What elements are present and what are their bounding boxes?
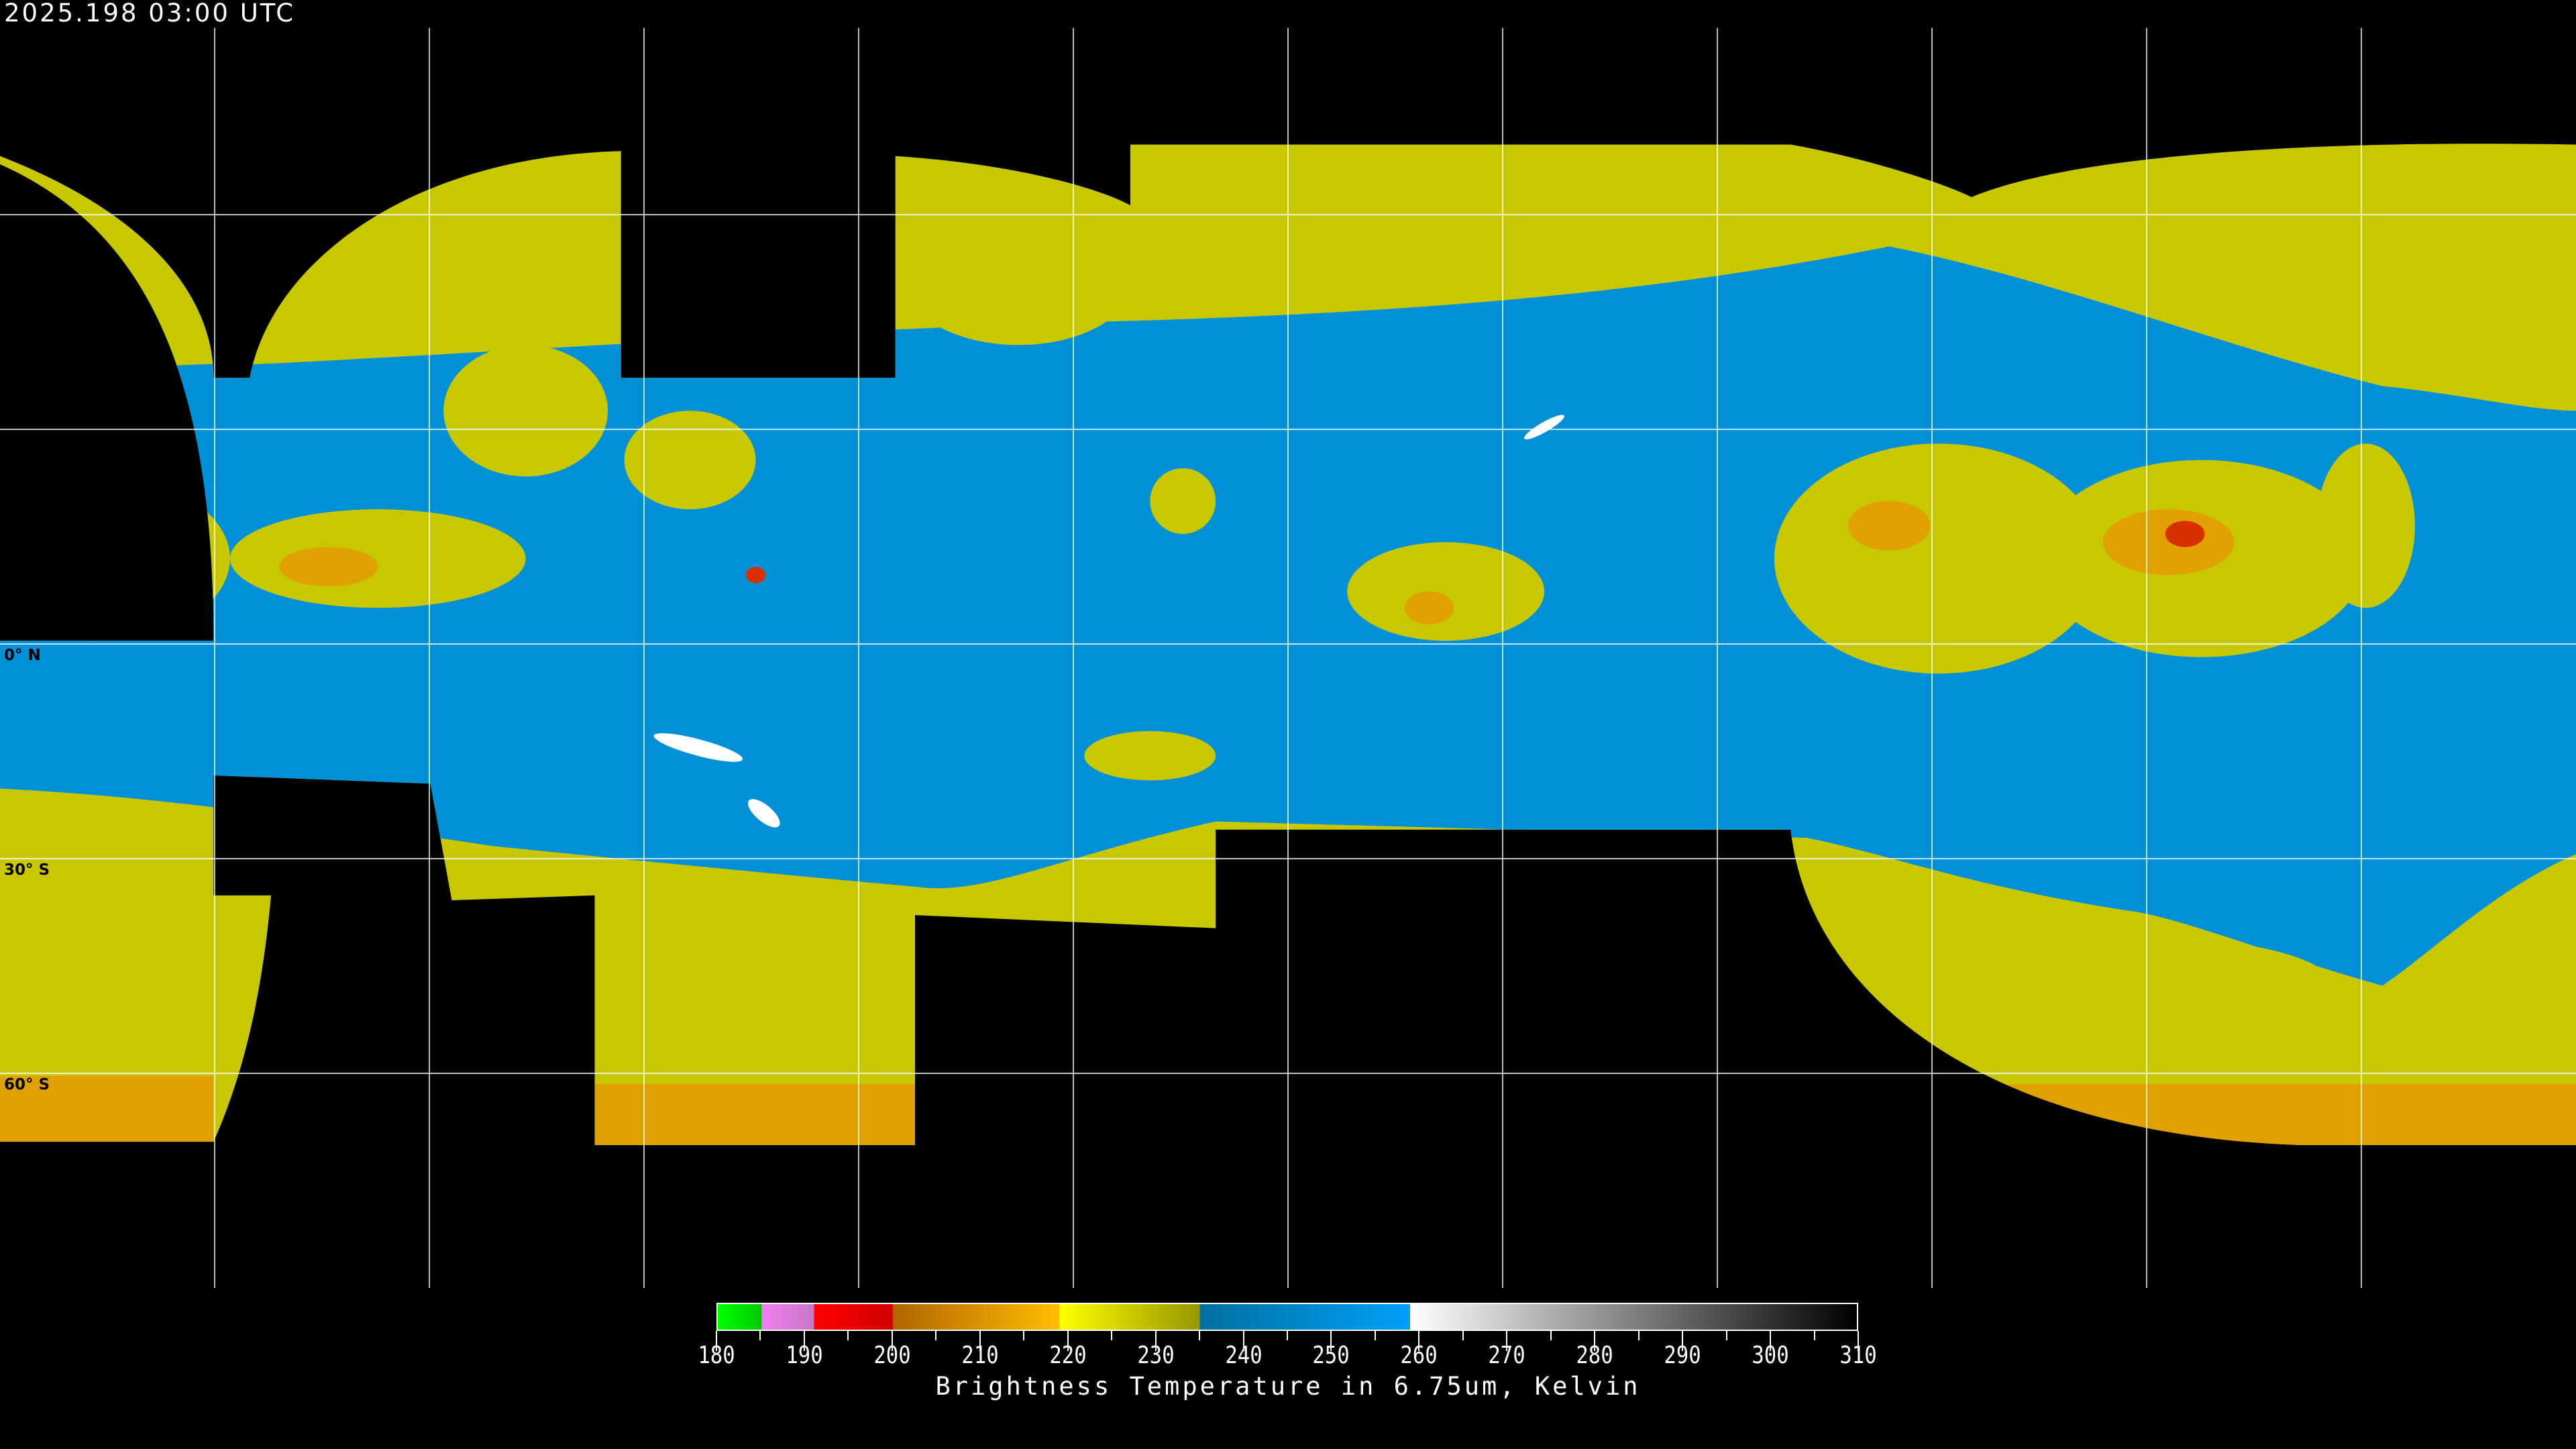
colorbar-tick — [716, 1331, 717, 1351]
colorbar-label: 240 — [1224, 1342, 1263, 1369]
colorbar-tick — [1199, 1331, 1201, 1340]
latitude-label: 0° N — [4, 647, 41, 664]
colorbar-tick — [1330, 1331, 1332, 1351]
colorbar-tick — [935, 1331, 937, 1340]
colorbar-tick — [1725, 1331, 1727, 1340]
colorbar-tick — [1682, 1331, 1684, 1351]
colorbar-label: 220 — [1049, 1342, 1087, 1369]
colorbar-tick — [1155, 1331, 1157, 1351]
graticule — [0, 28, 2576, 1288]
colorbar-tick — [847, 1331, 849, 1340]
colorbar-label: 310 — [1839, 1342, 1877, 1369]
colorbar-label: 190 — [786, 1342, 823, 1369]
colorbar-ticks — [716, 1331, 1859, 1351]
colorbar-tick — [1462, 1331, 1464, 1340]
colorbar-label: 260 — [1400, 1342, 1438, 1369]
colorbar-tick — [1242, 1331, 1244, 1351]
colorbar-tick — [1067, 1331, 1069, 1351]
colorbar-label: 280 — [1576, 1342, 1613, 1369]
colorbar-tick — [803, 1331, 805, 1351]
colorbar-tick — [1770, 1331, 1772, 1351]
very-cold-cloud-tops — [745, 521, 2205, 584]
latitude-label: 60° S — [4, 1076, 50, 1093]
colorbar-tick — [1638, 1331, 1640, 1340]
colorbar-label: 200 — [873, 1342, 911, 1369]
colorbar-tick — [1374, 1331, 1376, 1340]
warm-dry-spots — [653, 415, 1564, 828]
latitude-label: 60° N — [4, 217, 52, 235]
colorbar-tick — [1023, 1331, 1025, 1340]
colorbar-label: 300 — [1752, 1342, 1789, 1369]
colorbar-tick — [891, 1331, 893, 1351]
colorbar-label: 230 — [1136, 1342, 1175, 1369]
colorbar-tick — [1418, 1331, 1420, 1351]
colorbar-tick — [1287, 1331, 1288, 1340]
colorbar-tick — [1111, 1331, 1113, 1340]
colorbar-label: 180 — [698, 1342, 735, 1369]
colorbar-tick — [759, 1331, 761, 1340]
colorbar-caption: Brightness Temperature in 6.75um, Kelvin — [935, 1372, 1641, 1401]
timestamp-title: 2025.198 03:00 UTC — [4, 0, 296, 28]
colorbar-label: 290 — [1664, 1342, 1701, 1369]
colorbar-tick — [979, 1331, 981, 1351]
colorbar-tick — [1813, 1331, 1815, 1340]
colorbar-label: 250 — [1312, 1342, 1350, 1369]
colorbar-label: 270 — [1488, 1342, 1525, 1369]
colorbar-tick — [1550, 1331, 1552, 1340]
colorbar — [716, 1303, 1858, 1331]
colorbar-tick — [1858, 1331, 1859, 1351]
colorbar-label: 210 — [961, 1342, 999, 1369]
colorbar-tick — [1594, 1331, 1596, 1351]
water-vapor-map — [0, 28, 2576, 1288]
latitude-label: 30° N — [4, 432, 52, 449]
latitude-label: 30° S — [4, 861, 50, 879]
colorbar-tick — [1506, 1331, 1508, 1351]
